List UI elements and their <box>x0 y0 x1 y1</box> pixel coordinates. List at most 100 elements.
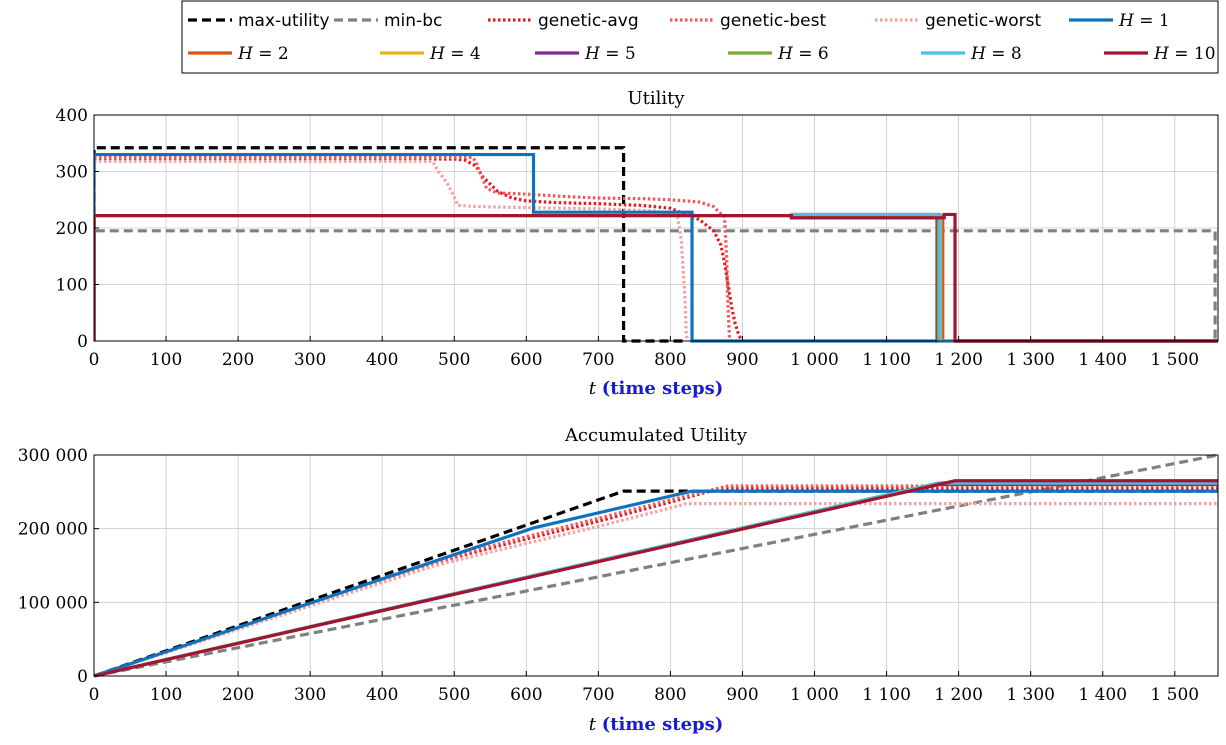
x-tick-label: 800 <box>654 350 686 370</box>
y-tick-label: 0 <box>77 332 88 352</box>
x-tick-label: 100 <box>150 350 182 370</box>
series-line-h-10 <box>94 479 1218 678</box>
legend-label: H = 1 <box>1118 11 1170 31</box>
legend-label: H = 10 <box>1153 44 1216 64</box>
x-tick-label: 200 <box>222 350 254 370</box>
legend-entry-h-5: H = 5 <box>535 44 636 64</box>
legend-entry-h-10: H = 10 <box>1104 44 1216 64</box>
legend-entry-h-4: H = 4 <box>380 44 481 64</box>
legend-label: H = 2 <box>237 44 289 64</box>
chart-title: Utility <box>627 88 685 109</box>
x-tick-label: 700 <box>582 350 614 370</box>
x-tick-label: 300 <box>294 350 326 370</box>
x-tick-label: 1 000 <box>790 350 839 370</box>
legend-entry-h-8: H = 8 <box>921 44 1022 64</box>
legend-label: genetic-avg <box>538 11 639 31</box>
x-tick-label: 0 <box>89 685 100 705</box>
x-tick-label: 1 300 <box>1006 685 1055 705</box>
legend-entry-h-2: H = 2 <box>188 44 289 64</box>
series-line-genetic-avg <box>94 486 1218 678</box>
series-line-h-2 <box>94 213 1218 343</box>
series-line-min-bc <box>94 229 1217 341</box>
series-line-h-1 <box>94 152 943 343</box>
x-tick-label: 0 <box>89 350 100 370</box>
x-tick-label: 1 100 <box>862 350 911 370</box>
x-tick-label: 600 <box>510 685 542 705</box>
legend-entry-genetic-worst: genetic-worst <box>875 11 1042 31</box>
legend-label: min-bc <box>384 11 442 31</box>
series-line-h-1 <box>94 489 1218 678</box>
x-tick-label: 1 500 <box>1150 685 1199 705</box>
x-tick-label: 100 <box>150 685 182 705</box>
legend-entry-max-utility: max-utility <box>188 11 330 31</box>
legend-label: H = 6 <box>777 44 829 64</box>
accumulated-utility-chart: 0 100 200 300 400 500 600 700 800 900 1 000 1 100 1 … <box>18 425 1219 735</box>
x-axis-variable: t <box>589 378 602 399</box>
legend-label: genetic-worst <box>925 11 1042 31</box>
x-tick-label: 1 100 <box>862 685 911 705</box>
series-line-genetic-best <box>94 155 733 342</box>
legend-entry-genetic-best: genetic-best <box>670 11 826 31</box>
legend-label: H = 5 <box>584 44 636 64</box>
legend-entry-genetic-avg: genetic-avg <box>488 11 639 31</box>
x-tick-label: 1 200 <box>934 685 983 705</box>
y-tick-label: 100 000 <box>18 593 88 613</box>
x-tick-label: 1 400 <box>1078 350 1127 370</box>
y-tick-label: 300 000 <box>18 446 88 466</box>
y-tick-label: 400 <box>56 106 88 126</box>
legend-label: max-utility <box>238 11 330 31</box>
legend-label: H = 8 <box>970 44 1022 64</box>
x-tick-label: 200 <box>222 685 254 705</box>
legend-entry-h-1: H = 1 <box>1069 11 1170 31</box>
y-tick-label: 100 <box>56 276 88 296</box>
series-line-max-utility <box>94 489 1218 678</box>
series-line-h-8 <box>94 212 1218 343</box>
series-line-genetic-best <box>94 484 1218 678</box>
plot-area <box>94 453 1218 678</box>
y-tick-label: 200 <box>56 219 88 239</box>
x-tick-label: 400 <box>366 685 398 705</box>
x-tick-label: 900 <box>726 350 758 370</box>
x-tick-label: 300 <box>294 685 326 705</box>
legend-entry-min-bc: min-bc <box>334 11 442 31</box>
series-line-h-5 <box>94 213 1218 343</box>
x-tick-label: 1 300 <box>1006 350 1055 370</box>
grid <box>93 114 1218 342</box>
x-tick-label: 1 500 <box>1150 350 1199 370</box>
series-line-h-10 <box>94 212 1218 343</box>
plot-area <box>94 146 1218 343</box>
x-tick-label: 500 <box>438 685 470 705</box>
series-line-genetic-worst <box>94 159 690 342</box>
x-tick-label: 1 400 <box>1078 685 1127 705</box>
series-line-max-utility <box>94 146 685 343</box>
x-tick-label: 600 <box>510 350 542 370</box>
ticks: 0 100 200 300 400 500 600 700 800 900 1 000 1 100 1 … <box>18 446 1199 705</box>
x-tick-label: 1 000 <box>790 685 839 705</box>
utility-chart: 0 100 200 300 400 500 600 700 800 900 1 000 1 100 1 … <box>56 88 1219 399</box>
legend-entry-h-6: H = 6 <box>728 44 829 64</box>
x-tick-label: 400 <box>366 350 398 370</box>
series-line-h-4 <box>94 213 1218 343</box>
x-axis-unit: (time steps) <box>602 714 724 735</box>
ticks: 0 100 200 300 400 500 600 700 800 900 1 000 1 100 1 … <box>56 106 1200 370</box>
x-axis-variable: t <box>589 714 602 735</box>
series-line-min-bc <box>94 453 1218 678</box>
axes-frame <box>93 454 1219 677</box>
series-line-genetic-avg <box>94 157 744 342</box>
series-line-genetic-worst <box>94 502 1218 678</box>
x-tick-label: 1 200 <box>934 350 983 370</box>
legend-box <box>181 0 1219 74</box>
y-tick-label: 200 000 <box>18 520 88 540</box>
legend-label: H = 4 <box>429 44 481 64</box>
x-tick-label: 500 <box>438 350 470 370</box>
x-tick-label: 800 <box>654 685 686 705</box>
legend-label: genetic-best <box>720 11 826 31</box>
series-line-h-6 <box>94 212 1218 343</box>
x-tick-label: 700 <box>582 685 614 705</box>
x-tick-label: 900 <box>726 685 758 705</box>
y-tick-label: 0 <box>77 667 88 687</box>
legend: max-utility min-bc genetic-avg genetic-best… <box>181 0 1219 74</box>
chart-title: Accumulated Utility <box>564 425 748 446</box>
x-axis-unit: (time steps) <box>602 378 724 399</box>
